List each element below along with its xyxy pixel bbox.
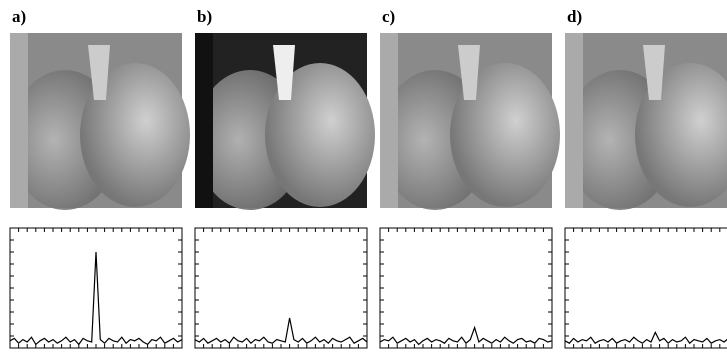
panel-label: d)	[567, 7, 582, 26]
image-edge	[565, 33, 583, 208]
pepper-image	[380, 33, 560, 348]
figure: a) b) c) d)	[0, 0, 727, 353]
panel-label: a)	[12, 7, 26, 26]
pepper-image	[10, 33, 190, 348]
panel-label: b)	[197, 7, 212, 26]
plot-frame	[10, 228, 182, 348]
plot-frame	[195, 228, 367, 348]
signal-line	[195, 318, 367, 343]
pepper-image	[565, 33, 727, 348]
image-edge	[380, 33, 398, 208]
image-edge	[195, 33, 213, 208]
signal-line	[380, 328, 552, 345]
plot-frame	[565, 228, 727, 348]
image-edge	[10, 33, 28, 208]
pepper-image	[195, 33, 375, 348]
signal-line	[10, 252, 182, 344]
plot-frame	[380, 228, 552, 348]
signal-line	[565, 332, 727, 343]
panel-label: c)	[382, 7, 395, 26]
